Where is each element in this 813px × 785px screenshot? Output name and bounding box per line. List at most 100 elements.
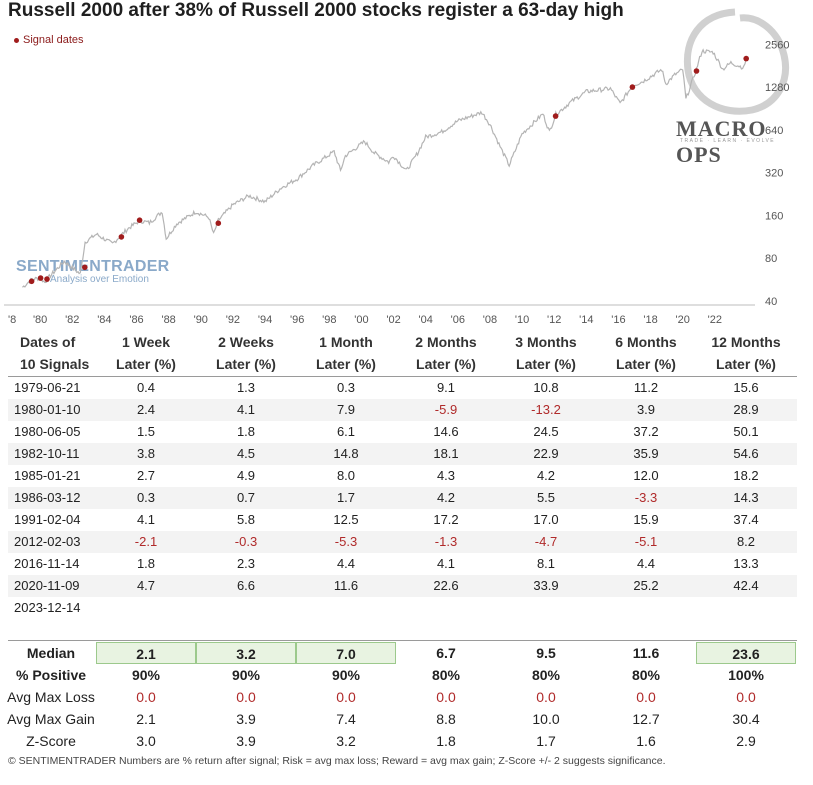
- y-tick-label: 320: [765, 168, 783, 180]
- row-value: 18.1: [433, 446, 459, 461]
- table-header-line: 10 Signals: [20, 356, 90, 372]
- row-value: 22.9: [533, 446, 559, 461]
- row-value: 15.6: [733, 380, 759, 395]
- sentimentrader-logo-tagline: Analysis over Emotion: [50, 274, 149, 285]
- row-value: 11.6: [333, 578, 359, 593]
- table-header: 6 Months Later (%): [596, 331, 696, 375]
- row-value: -3.3: [634, 490, 658, 505]
- summary-value: 80%: [631, 667, 661, 683]
- x-tick-label: '20: [676, 314, 690, 326]
- line-chart: 40 80 160 320 640 1280 2560 '8 '80 '82 '84 '86 '88 '9…: [4, 8, 789, 326]
- row-value: 17.2: [433, 512, 459, 527]
- row-value: 14.6: [433, 424, 459, 439]
- table-header-line: 12 Months: [711, 334, 781, 350]
- x-tick-label: '14: [579, 314, 593, 326]
- row-value: 15.9: [633, 512, 659, 527]
- row-value: 4.7: [136, 578, 156, 593]
- y-tick-label: 1280: [765, 82, 789, 94]
- summary-value: 2.9: [736, 733, 756, 749]
- table-header-line: Later (%): [216, 356, 276, 372]
- summary-value: 100%: [728, 667, 764, 683]
- summary-value: 1.8: [436, 733, 456, 749]
- x-tick-label: '86: [129, 314, 143, 326]
- summary-value: 7.0: [296, 642, 396, 664]
- summary-value: 0.0: [736, 689, 756, 705]
- table-header: 1 Week Later (%): [96, 331, 196, 375]
- row-value: 0.4: [136, 380, 156, 395]
- row-date: 2012-02-03: [14, 534, 81, 549]
- row-value: 4.1: [136, 512, 156, 527]
- x-tick-label: '84: [97, 314, 111, 326]
- summary-label: Avg Max Gain: [7, 711, 95, 727]
- x-tick-label: '88: [161, 314, 175, 326]
- row-value: 37.4: [733, 512, 759, 527]
- row-value: 17.0: [533, 512, 559, 527]
- row-value: -2.1: [134, 534, 158, 549]
- summary-row: % Positive 90% 90% 90% 80% 80% 80% 100%: [0, 664, 813, 686]
- table-header-line: Later (%): [516, 356, 576, 372]
- row-value: 6.1: [336, 424, 356, 439]
- signal-dot: [82, 264, 88, 271]
- summary-value: 1.6: [636, 733, 656, 749]
- table-header-line: 2 Months: [415, 334, 477, 350]
- row-value: -5.9: [434, 402, 458, 417]
- table-header: 2 Months Later (%): [396, 331, 496, 375]
- table-row: 1985-01-21 2.7 4.9 8.0 4.3 4.2 12.0 18.2: [8, 465, 797, 487]
- y-tick-label: 40: [765, 296, 777, 308]
- row-date: 2020-11-09: [14, 578, 80, 593]
- macro-ops-logo-tagline: TRADE · LEARN · EVOLVE: [680, 138, 776, 144]
- row-value: 4.9: [236, 468, 256, 483]
- table-header: 1 Month Later (%): [296, 331, 396, 375]
- row-value: 1.5: [136, 424, 156, 439]
- summary-value: 8.8: [436, 711, 456, 727]
- x-tick-label: '06: [451, 314, 465, 326]
- row-value: 5.5: [536, 490, 556, 505]
- summary-value: 90%: [131, 667, 161, 683]
- row-value: 12.0: [633, 468, 659, 483]
- y-tick-label: 640: [765, 125, 783, 137]
- row-value: 3.8: [136, 446, 156, 461]
- table-row: 1991-02-04 4.1 5.8 12.5 17.2 17.0 15.9 37.4: [8, 509, 797, 531]
- row-date: 1982-10-11: [14, 446, 80, 461]
- summary-value: 10.0: [532, 711, 560, 727]
- row-value: 0.3: [336, 380, 356, 395]
- row-value: -13.2: [531, 402, 561, 417]
- table-header: 3 Months Later (%): [496, 331, 596, 375]
- row-value: 0.7: [236, 490, 256, 505]
- x-tick-label: '00: [354, 314, 368, 326]
- table-header-line: Later (%): [416, 356, 476, 372]
- row-value: [596, 597, 696, 619]
- row-date: 2023-12-14: [14, 600, 81, 615]
- row-value: 25.2: [633, 578, 659, 593]
- summary-value: 3.9: [236, 733, 256, 749]
- summary-value: 30.4: [732, 711, 760, 727]
- row-value: 13.3: [733, 556, 759, 571]
- summary-label: Median: [26, 645, 76, 661]
- table-header-line: 3 Months: [515, 334, 577, 350]
- row-value: 2.7: [136, 468, 156, 483]
- row-value: 24.5: [533, 424, 559, 439]
- table-header: Dates of 10 Signals: [20, 331, 100, 375]
- y-tick-label: 160: [765, 210, 783, 222]
- summary-value: 90%: [231, 667, 261, 683]
- summary-row: Median 2.1 3.2 7.0 6.7 9.5 11.6 23.6: [0, 642, 813, 664]
- summary-value: 3.0: [136, 733, 156, 749]
- summary-value: 0.0: [136, 689, 156, 705]
- row-value: [196, 597, 296, 619]
- table-header-line: 1 Week: [122, 334, 170, 350]
- summary-row: Avg Max Loss 0.0 0.0 0.0 0.0 0.0 0.0 0.0: [0, 686, 813, 708]
- sentimentrader-logo: SENTIMENTRADER Analysis over Emotion: [16, 258, 170, 285]
- signal-dot: [37, 275, 44, 281]
- signal-dot: [629, 84, 636, 90]
- x-tick-label: '82: [65, 314, 79, 326]
- signal-dot: [743, 55, 749, 62]
- summary-value: 3.2: [196, 642, 296, 664]
- row-value: 8.2: [736, 534, 756, 549]
- table-header-line: Dates of: [20, 334, 76, 350]
- table-header-line: Later (%): [616, 356, 676, 372]
- x-tick-label: '96: [290, 314, 304, 326]
- signal-dot: [118, 234, 125, 240]
- x-tick-label: '12: [547, 314, 561, 326]
- row-value: 4.2: [536, 468, 556, 483]
- summary-divider: [8, 640, 797, 641]
